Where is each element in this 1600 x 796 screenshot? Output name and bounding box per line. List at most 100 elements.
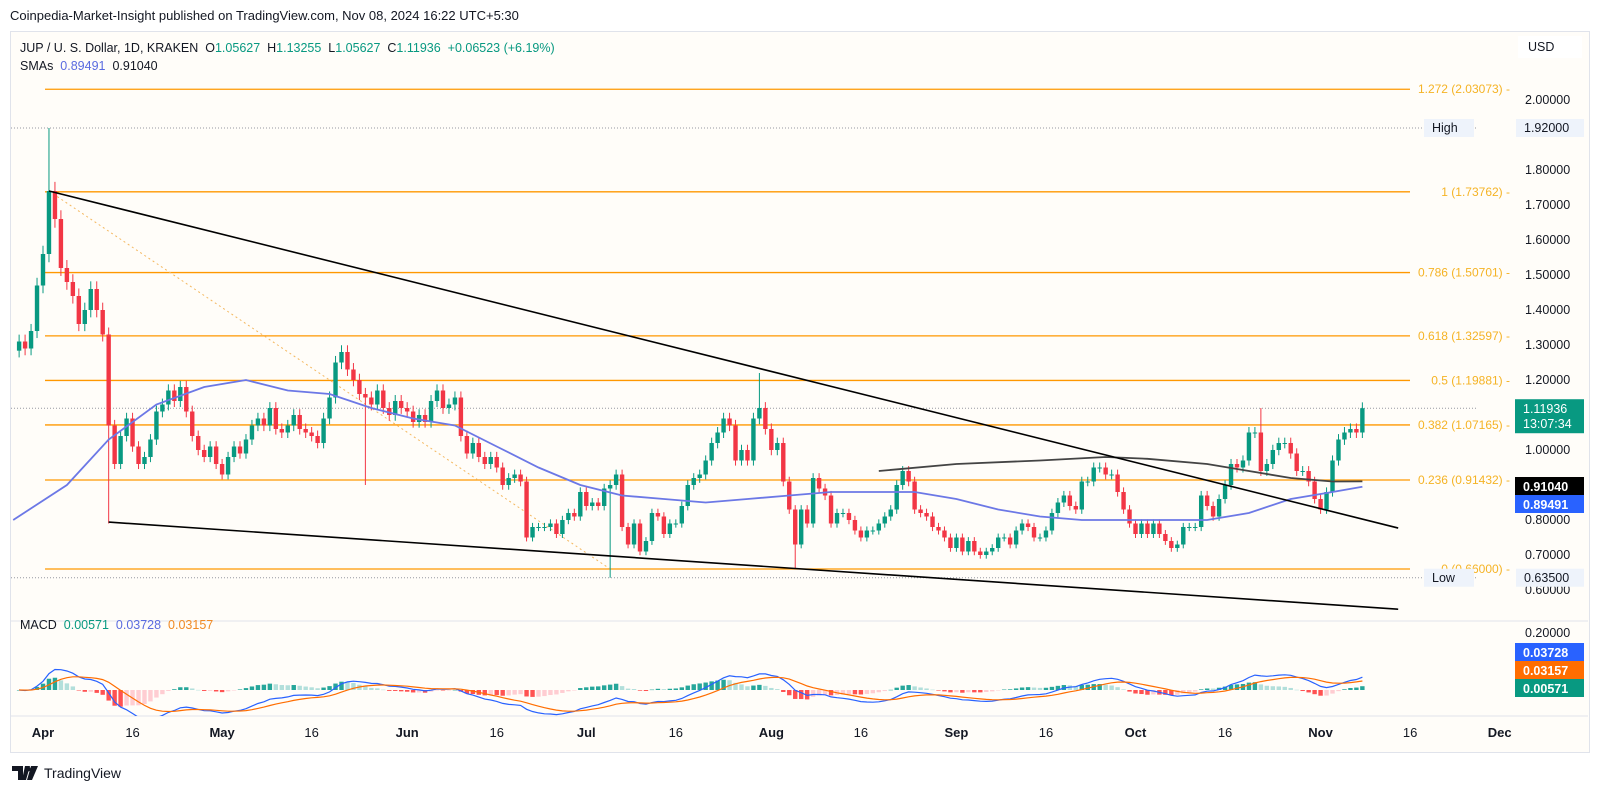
candle-body: [1073, 506, 1079, 510]
candle-body: [1312, 481, 1317, 499]
candle-body: [727, 418, 732, 426]
candle-body: [1091, 467, 1096, 482]
candle-body: [219, 464, 225, 475]
sma-badge: [1515, 477, 1584, 495]
candle-body: [661, 516, 667, 534]
candle-body: [1276, 443, 1281, 450]
macd-histogram-bar: [506, 690, 511, 696]
candle-body: [40, 254, 46, 286]
candle-body: [363, 394, 368, 398]
macd-histogram-bar: [876, 690, 881, 693]
macd-histogram-bar: [440, 690, 446, 691]
candle-body: [996, 537, 1001, 548]
macd-histogram-bar: [500, 690, 505, 696]
macd-axis-tick: 0.20000: [1525, 626, 1570, 640]
high-value: 1.13255: [276, 41, 322, 55]
macd-histogram-bar: [297, 685, 302, 690]
macd-histogram-bar: [649, 689, 655, 691]
macd-histogram-bar: [219, 690, 225, 693]
close-label: C: [387, 41, 397, 55]
time-tick-label: Jul: [577, 725, 596, 740]
macd-histogram-bar: [840, 690, 846, 695]
tradingview-logo[interactable]: TradingView: [12, 765, 121, 781]
low-marker-label-bg: [1424, 568, 1474, 587]
candle-body: [1306, 471, 1311, 482]
candle-body: [972, 541, 977, 552]
candle-body: [990, 548, 995, 552]
macd-histogram-bar: [1163, 690, 1168, 695]
macd-histogram-bar: [34, 686, 40, 690]
macd-histogram-bar: [601, 685, 607, 690]
candle-body: [804, 509, 810, 524]
candle-body: [655, 513, 661, 517]
low-label: L: [328, 41, 336, 55]
candle-body: [315, 436, 320, 443]
candle-body: [130, 418, 135, 447]
macd-label[interactable]: MACD: [20, 618, 57, 632]
candle-body: [1163, 534, 1168, 541]
macd-histogram-bar: [1085, 684, 1090, 690]
candle-body: [542, 527, 547, 528]
candle-body: [793, 509, 798, 545]
candle-body: [261, 418, 267, 426]
candle-body: [1234, 464, 1240, 468]
candle-body: [560, 520, 565, 534]
candle-body: [184, 387, 189, 412]
macd-histogram-bar: [201, 690, 207, 691]
macd-histogram-bar: [345, 681, 350, 690]
candle-body: [625, 527, 631, 545]
candle-body: [906, 471, 911, 482]
macd-histogram-bar: [452, 689, 458, 691]
time-tick-label: 16: [854, 725, 868, 740]
candle-body: [309, 432, 314, 436]
macd-histogram-bar: [1264, 685, 1270, 690]
candle-body: [1067, 495, 1073, 506]
time-tick-label: 16: [125, 725, 139, 740]
candle-body: [715, 432, 720, 443]
macd-histogram-bar: [1151, 690, 1156, 695]
time-tick-label: 16: [304, 725, 318, 740]
candle-body: [613, 474, 619, 485]
candle-body: [1139, 523, 1144, 534]
macd-histogram-bar: [798, 690, 804, 700]
macd-histogram-bar: [106, 690, 111, 701]
candle-body: [1103, 467, 1108, 475]
candle-body: [1270, 450, 1276, 464]
macd-histogram-bar: [554, 690, 559, 695]
candle-body: [458, 397, 464, 436]
macd-histogram-bar: [607, 684, 613, 690]
candle-body: [1216, 499, 1222, 517]
candle-body: [118, 436, 123, 464]
candle-body: [190, 411, 195, 436]
candle-body: [273, 408, 279, 429]
candle-body: [16, 341, 22, 351]
macd-histogram-bar: [76, 690, 82, 691]
macd-badge: [1515, 661, 1584, 679]
candle-body: [1240, 460, 1246, 468]
candles: [16, 128, 1365, 578]
candle-body: [643, 541, 649, 552]
macd-badge-value: 0.03728: [1523, 646, 1568, 660]
candle-body: [470, 443, 476, 454]
macd-histogram-bar: [369, 687, 374, 690]
macd-histogram-bar: [1306, 690, 1311, 693]
candle-body: [757, 408, 762, 419]
candle-body: [452, 397, 458, 405]
currency-button[interactable]: USD: [1518, 36, 1582, 58]
macd-histogram-bar: [428, 690, 434, 692]
candle-body: [1228, 464, 1234, 485]
macd-histogram-bar: [828, 690, 834, 696]
macd-histogram-bar: [1025, 687, 1031, 690]
sma-label[interactable]: SMAs: [20, 59, 54, 73]
macd-histogram-bar: [751, 685, 756, 690]
macd-histogram-bar: [160, 690, 165, 695]
macd-histogram-bar: [661, 689, 667, 690]
price-tick-label: 1.40000: [1525, 303, 1570, 317]
candle-body: [840, 513, 846, 514]
candle-body: [100, 310, 105, 335]
symbol-label[interactable]: JUP / U. S. Dollar, 1D, KRAKEN: [20, 41, 199, 55]
candle-body: [685, 485, 690, 506]
price-tick-label: 1.30000: [1525, 338, 1570, 352]
macd-histogram-bar: [1210, 688, 1216, 690]
